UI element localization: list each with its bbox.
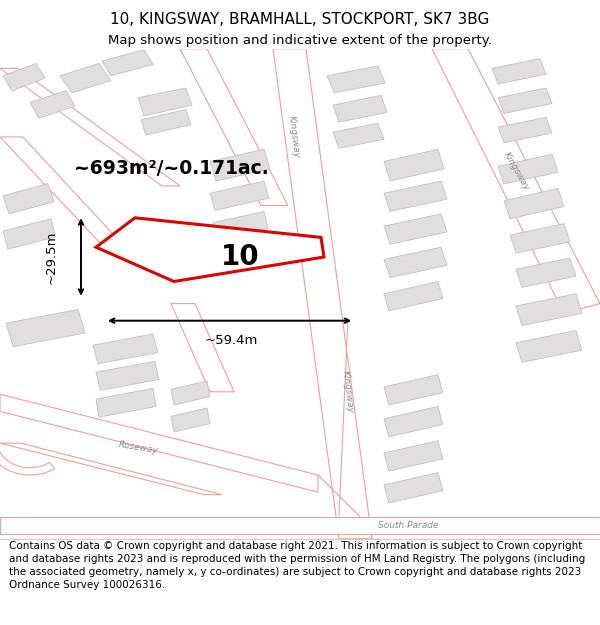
Text: Kingsway: Kingsway: [502, 151, 530, 192]
Polygon shape: [210, 181, 269, 211]
Polygon shape: [216, 241, 270, 269]
Text: Roseway: Roseway: [118, 441, 158, 456]
Polygon shape: [0, 517, 600, 534]
Polygon shape: [0, 394, 318, 492]
Polygon shape: [384, 406, 443, 437]
Polygon shape: [384, 281, 443, 311]
Polygon shape: [333, 95, 387, 122]
Polygon shape: [498, 154, 558, 184]
Polygon shape: [384, 149, 444, 181]
Polygon shape: [327, 66, 385, 93]
Polygon shape: [492, 59, 546, 84]
Polygon shape: [516, 331, 582, 362]
Text: South Parade: South Parade: [378, 521, 438, 530]
Polygon shape: [384, 441, 443, 471]
Text: Map shows position and indicative extent of the property.: Map shows position and indicative extent…: [108, 34, 492, 47]
Polygon shape: [93, 334, 158, 364]
Text: 10: 10: [221, 243, 259, 271]
Polygon shape: [213, 211, 268, 240]
Polygon shape: [3, 184, 54, 214]
Polygon shape: [498, 118, 552, 143]
Polygon shape: [384, 214, 447, 244]
Polygon shape: [498, 88, 552, 113]
Text: 10, KINGSWAY, BRAMHALL, STOCKPORT, SK7 3BG: 10, KINGSWAY, BRAMHALL, STOCKPORT, SK7 3…: [110, 12, 490, 27]
Polygon shape: [516, 294, 582, 326]
Polygon shape: [384, 181, 447, 211]
Polygon shape: [171, 304, 234, 392]
Polygon shape: [6, 309, 85, 347]
Polygon shape: [0, 443, 222, 494]
Polygon shape: [210, 149, 270, 181]
Polygon shape: [0, 441, 55, 475]
Text: Kingsway: Kingsway: [341, 370, 355, 414]
Polygon shape: [141, 109, 191, 135]
Polygon shape: [96, 217, 324, 281]
Polygon shape: [333, 123, 384, 148]
Polygon shape: [0, 68, 180, 186]
Text: Kingsway: Kingsway: [287, 115, 301, 159]
Polygon shape: [30, 91, 75, 118]
Text: Contains OS data © Crown copyright and database right 2021. This information is : Contains OS data © Crown copyright and d…: [9, 541, 585, 590]
Polygon shape: [96, 388, 156, 418]
Polygon shape: [0, 137, 132, 254]
Text: ~693m²/~0.171ac.: ~693m²/~0.171ac.: [74, 159, 268, 178]
Polygon shape: [171, 408, 210, 432]
Polygon shape: [3, 219, 56, 249]
Polygon shape: [384, 248, 447, 278]
Polygon shape: [504, 188, 564, 219]
Polygon shape: [60, 64, 111, 93]
Polygon shape: [96, 361, 159, 390]
Polygon shape: [384, 472, 443, 503]
Polygon shape: [384, 374, 443, 405]
Polygon shape: [510, 224, 570, 253]
Polygon shape: [273, 49, 372, 539]
Polygon shape: [3, 64, 45, 91]
Polygon shape: [171, 381, 210, 405]
Text: ~29.5m: ~29.5m: [44, 230, 58, 284]
Polygon shape: [102, 50, 153, 76]
Polygon shape: [138, 88, 192, 116]
Polygon shape: [516, 258, 576, 288]
Text: ~59.4m: ~59.4m: [205, 334, 257, 347]
Polygon shape: [432, 49, 600, 313]
Polygon shape: [180, 49, 288, 206]
